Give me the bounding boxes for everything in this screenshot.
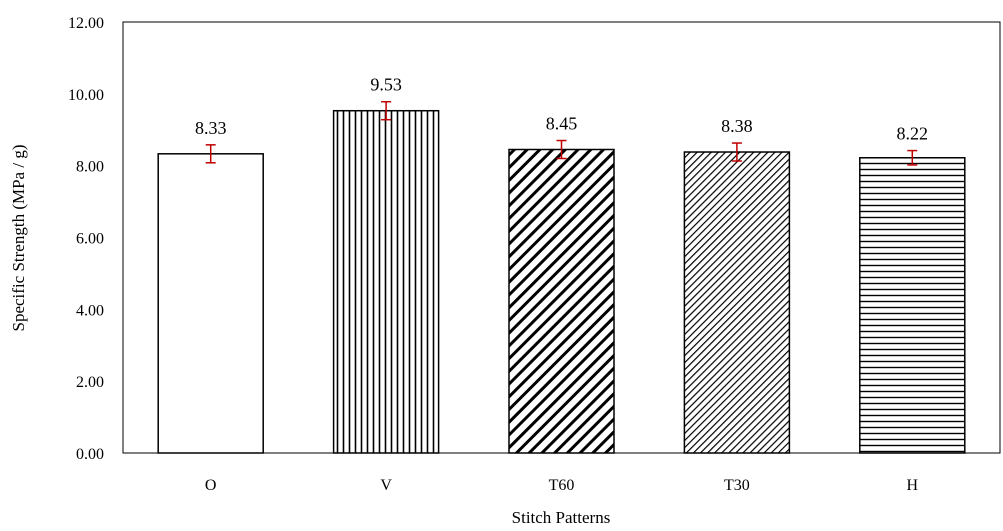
data-label-h: 8.22 xyxy=(897,124,929,144)
error-bar-t30 xyxy=(731,142,742,162)
bar-o xyxy=(157,153,264,454)
x-tick-label-o: O xyxy=(205,477,217,494)
x-axis-title: Stitch Patterns xyxy=(512,508,611,527)
y-tick-label: 2.00 xyxy=(76,374,104,391)
error-bar-o xyxy=(205,144,216,164)
data-label-v: 9.53 xyxy=(370,75,402,95)
x-tick-label-t30: T30 xyxy=(724,477,750,494)
x-tick-label-v: V xyxy=(380,477,392,494)
x-axis-tick-labels: O V T60 T30 H xyxy=(205,477,919,494)
bar-t30 xyxy=(683,151,791,454)
data-label-t30: 8.38 xyxy=(721,116,753,136)
y-tick-label: 4.00 xyxy=(76,302,104,319)
data-label-t60: 8.45 xyxy=(546,114,578,134)
y-tick-label: 12.00 xyxy=(68,15,104,32)
y-axis-title: Specific Strength (MPa / g) xyxy=(9,145,28,332)
data-labels-group: 8.33 9.53 8.45 8.38 8.22 xyxy=(195,75,928,144)
y-tick-label: 6.00 xyxy=(76,231,104,248)
y-tick-label: 10.00 xyxy=(68,87,104,104)
bars-group xyxy=(157,109,966,454)
error-bar-t60 xyxy=(556,139,567,160)
data-label-o: 8.33 xyxy=(195,118,227,138)
x-tick-label-t60: T60 xyxy=(549,477,575,494)
error-bar-h xyxy=(907,149,918,166)
y-tick-label: 8.00 xyxy=(76,159,104,176)
bar-v xyxy=(332,109,440,454)
y-axis-tick-labels: 0.00 2.00 4.00 6.00 8.00 10.00 12.00 xyxy=(68,15,104,463)
x-tick-label-h: H xyxy=(907,477,919,494)
y-tick-label: 0.00 xyxy=(76,446,104,463)
bar-h xyxy=(859,157,966,454)
error-bars-group xyxy=(205,100,918,166)
bar-t60 xyxy=(508,148,615,454)
error-bar-v xyxy=(381,100,392,121)
